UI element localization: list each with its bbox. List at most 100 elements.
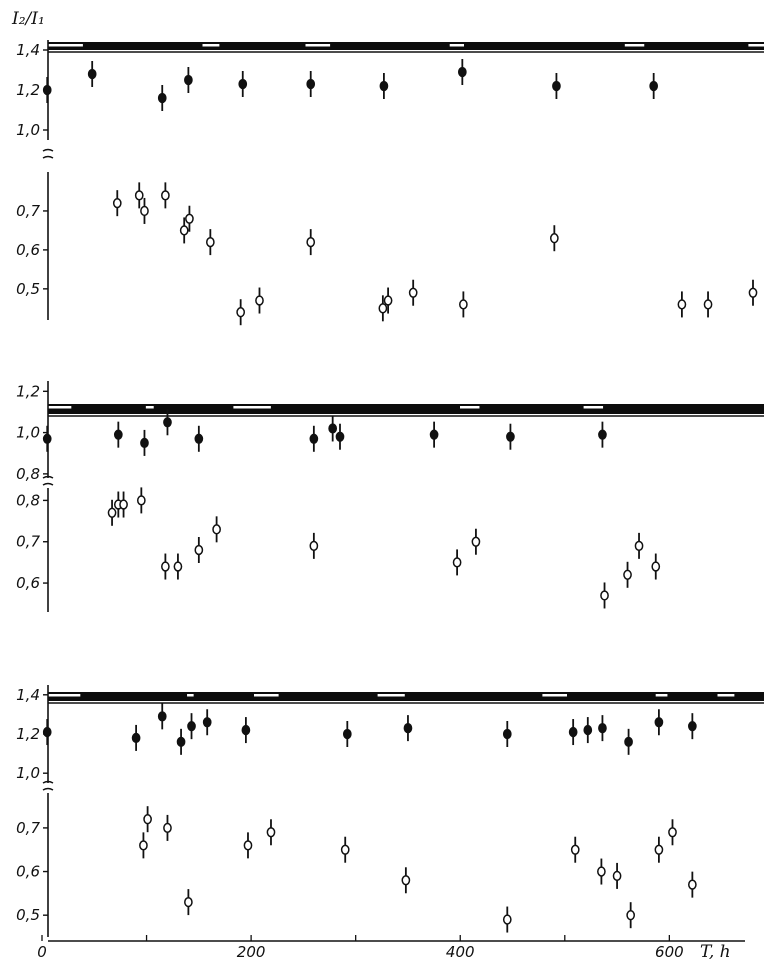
panel-1-lower-point-4 <box>179 217 189 244</box>
panel-2-upper-marker-10 <box>598 429 607 440</box>
panel-2-lower-point-6 <box>194 537 204 563</box>
panel-2-lower-point-14 <box>651 553 661 580</box>
panel-1-upper-point-6 <box>379 73 389 99</box>
panel-3-band-gap-4 <box>542 694 567 697</box>
panel-1-band <box>48 42 764 50</box>
panel-3-upper-marker-6 <box>241 724 251 736</box>
panel-2-lower-point-12 <box>623 561 632 588</box>
panel-2-upper-point-5 <box>309 425 319 452</box>
panel-2-lower-marker-9 <box>452 557 462 568</box>
panel-2-upper-point-8 <box>429 421 439 448</box>
panel-1-band-gap-0 <box>48 44 83 47</box>
panel-2-upper-point-9 <box>506 423 515 450</box>
panel-3-lower-point-10 <box>597 858 606 885</box>
panel-2-lower-point-10 <box>471 528 481 555</box>
panel-3-upper-point-4 <box>187 713 196 740</box>
panel-3-upper-point-11 <box>583 717 593 744</box>
panel-1-upper-marker-3 <box>184 74 193 86</box>
x-tick-label-3: 600 <box>655 943 684 959</box>
panel-2-break-mark-2 <box>42 482 54 486</box>
panel-3-lower-marker-12 <box>626 910 636 921</box>
panel-1-lower-point-7 <box>236 299 246 326</box>
panel-3-upper-marker-13 <box>624 736 633 747</box>
panel-2-lower-marker-12 <box>623 569 632 580</box>
panel-3-lower-point-2 <box>163 814 172 841</box>
panel-3-upper-point-7 <box>342 721 352 747</box>
panel-3-lower-point-11 <box>612 862 622 889</box>
panel-1-lower-marker-3 <box>161 190 170 201</box>
panel-2-lower-marker-0 <box>107 507 117 518</box>
panel-2-lower-point-8 <box>309 532 319 559</box>
panel-1-lower-marker-13 <box>459 299 468 310</box>
panel-3-lower-marker-3 <box>184 896 193 908</box>
panel-1-lower-marker-5 <box>185 213 194 224</box>
panel-3-lower-marker-10 <box>597 866 606 877</box>
y-axis-label: I₂/I₁ <box>11 9 45 29</box>
panel-2-lower-tick-label-1: 0,7 <box>16 533 40 551</box>
panel-3-lower-marker-15 <box>688 879 697 890</box>
panel-2-lower-marker-10 <box>471 536 481 547</box>
panel-3-band-gap-2 <box>254 694 279 697</box>
panel-1-band-gap-4 <box>624 44 645 47</box>
panel-2-upper-point-7 <box>335 423 345 450</box>
panel-2-band-gap-4 <box>583 406 604 409</box>
panel-3-upper-point-6 <box>241 717 251 744</box>
panel-3-lower-tick-label-1: 0,6 <box>16 863 40 881</box>
panel-3-lower-marker-14 <box>668 827 677 838</box>
panel-2-upper-marker-8 <box>429 429 439 440</box>
panel-1-lower-point-10 <box>378 295 388 322</box>
panel-3-break-mark-1 <box>42 780 54 784</box>
panel-3-upper-marker-11 <box>583 724 593 736</box>
panel-3-upper-marker-1 <box>131 732 141 744</box>
panel-2-upper-marker-9 <box>506 431 515 442</box>
panel-2-lower-marker-2 <box>119 499 128 510</box>
panel-3-upper-tick-label-1: 1,2 <box>16 725 40 743</box>
panel-3-lower-marker-4 <box>243 840 253 851</box>
panel-2-lower-marker-4 <box>161 561 170 572</box>
panel-2-upper-point-10 <box>598 421 607 448</box>
panel-2-break-mark-1 <box>42 475 54 479</box>
x-axis-label: T, h <box>700 942 731 959</box>
panel-3-lower-marker-2 <box>163 822 172 834</box>
panel-1-lower-marker-11 <box>383 295 393 306</box>
panel-2-lower-tick-label-2: 0,6 <box>16 574 40 592</box>
panel-1-lower-tick-label-1: 0,6 <box>16 241 40 259</box>
panel-1-lower-tick-label-0: 0,7 <box>16 202 40 220</box>
panel-3-upper-marker-9 <box>502 728 512 740</box>
panel-1-lower-marker-10 <box>378 303 388 314</box>
x-tick-label-1: 200 <box>237 943 266 959</box>
panel-1-lower-tick-label-2: 0,5 <box>16 280 40 298</box>
panel-1-lower-point-3 <box>161 182 170 209</box>
panel-3-lower-point-9 <box>570 836 580 863</box>
panel-2-lower-point-7 <box>212 516 221 543</box>
panel-2-band-gap-2 <box>233 406 271 409</box>
panel-3-upper-marker-7 <box>342 728 352 740</box>
panel-1-lower-point-16 <box>703 291 713 318</box>
panel-2-upper-point-4 <box>194 425 204 452</box>
panel-2-band-gap-3 <box>460 406 480 409</box>
panel-1-upper-tick-label-1: 1,2 <box>16 81 40 99</box>
panel-2-upper-marker-0 <box>42 433 52 444</box>
panel-1-upper-point-3 <box>184 67 193 93</box>
panel-1-lower-point-13 <box>459 291 468 318</box>
panel-2-band <box>48 404 764 414</box>
panel-2-upper-point-6 <box>328 415 338 442</box>
panel-3-upper-point-10 <box>568 719 578 746</box>
panel-3-lower-point-8 <box>502 906 512 933</box>
panel-2-upper-marker-6 <box>328 423 338 434</box>
panel-3-lower-point-15 <box>688 871 697 898</box>
panel-3-upper-point-0 <box>42 719 52 746</box>
panel-1-lower-marker-6 <box>205 236 215 248</box>
panel-3-upper-point-15 <box>688 713 697 740</box>
panel-2-lower-marker-3 <box>136 495 146 506</box>
panel-1-upper-marker-8 <box>552 80 561 92</box>
panel-2-lower-marker-8 <box>309 540 319 552</box>
panel-1-band-gap-5 <box>748 44 766 47</box>
panel-3-lower-marker-1 <box>143 814 152 825</box>
panel-3-lower-marker-0 <box>139 840 148 851</box>
panel-2-lower-point-2 <box>119 491 128 518</box>
panel-1-upper-marker-7 <box>457 66 467 78</box>
panel-1-upper-point-8 <box>552 73 561 99</box>
panel-2-lower-point-3 <box>136 487 146 514</box>
panel-1-lower-marker-16 <box>703 299 713 310</box>
